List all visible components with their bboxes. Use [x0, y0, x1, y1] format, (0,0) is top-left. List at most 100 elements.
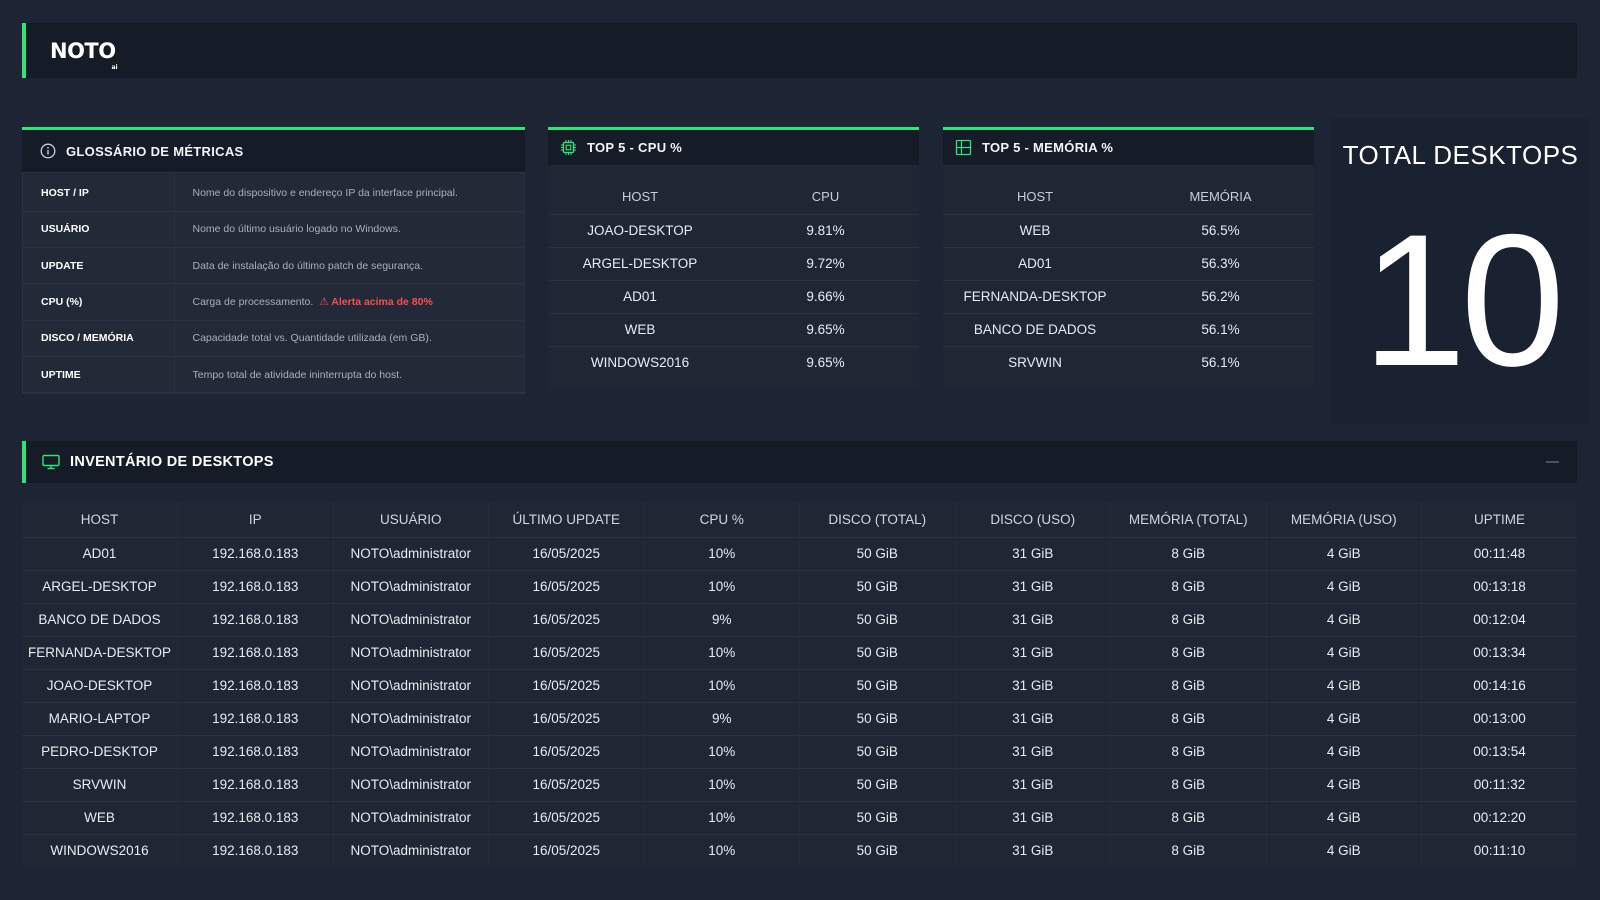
cpu-alert-text: ⚠ Alerta acima de 80%	[319, 296, 433, 309]
inventory-cell: 192.168.0.183	[177, 536, 334, 570]
value-cell: 56.2%	[1127, 279, 1314, 313]
table-row: JOAO-DESKTOP 192.168.0.183 NOTO\administra…	[22, 668, 1577, 702]
monitor-icon	[42, 454, 60, 470]
inventory-cell: NOTO\administrator	[333, 734, 489, 768]
inventory-cell: AD01	[22, 536, 178, 570]
host-cell: AD01	[548, 279, 732, 313]
table-row: FERNANDA-DESKTOP 56.2%	[943, 279, 1314, 313]
glossary-title: GLOSSÁRIO DE MÉTRICAS	[66, 143, 244, 159]
logo-text: NOTO	[50, 38, 116, 63]
inventory-title: INVENTÁRIO DE DESKTOPS	[70, 454, 274, 470]
inventory-cell: 50 GiB	[799, 668, 956, 702]
value-cell: 9.81%	[732, 213, 919, 247]
collapse-button[interactable]	[1546, 461, 1559, 463]
inventory-cell: 31 GiB	[955, 668, 1111, 702]
inventory-cell: 31 GiB	[955, 569, 1111, 603]
inventory-cell: 8 GiB	[1110, 668, 1267, 702]
glossary-description-text: Tempo total de atividade ininterrupta do…	[192, 368, 403, 381]
inventory-column-header: CPU %	[644, 502, 800, 537]
glossary-row: HOST / IP Nome do dispositivo e endereço …	[23, 175, 524, 212]
inventory-column-header: ÚLTIMO UPDATE	[488, 502, 645, 537]
inventory-cell: 8 GiB	[1110, 569, 1267, 603]
inventory-cell: 31 GiB	[955, 536, 1111, 570]
glossary-term: UPDATE	[23, 247, 175, 285]
inventory-cell: 50 GiB	[799, 800, 956, 834]
glossary-term: HOST / IP	[23, 175, 175, 212]
top-cpu-title: TOP 5 - CPU %	[587, 140, 683, 155]
inventory-cell: PEDRO-DESKTOP	[22, 734, 178, 768]
inventory-column-header: IP	[177, 502, 334, 537]
inventory-cell: 8 GiB	[1110, 833, 1267, 867]
table-row: WEB 192.168.0.183 NOTO\administrator 16/05/…	[22, 800, 1577, 834]
value-cell: 56.1%	[1127, 345, 1314, 379]
table-row: WEB 56.5%	[943, 213, 1314, 247]
inventory-cell: 50 GiB	[799, 536, 956, 570]
app-header: NOTO ai	[22, 23, 1577, 78]
inventory-cell: FERNANDA-DESKTOP	[22, 635, 178, 669]
top-memory-title: TOP 5 - MEMÓRIA %	[982, 140, 1114, 155]
inventory-cell: 00:13:34	[1421, 635, 1577, 669]
inventory-column-header: USUÁRIO	[333, 502, 489, 537]
inventory-cell: 8 GiB	[1110, 800, 1267, 834]
inventory-cell: 16/05/2025	[488, 734, 645, 768]
inventory-cell: 10%	[644, 800, 800, 834]
inventory-cell: 8 GiB	[1110, 734, 1267, 768]
inventory-cell: 4 GiB	[1266, 668, 1422, 702]
inventory-cell: 8 GiB	[1110, 635, 1267, 669]
inventory-column-header: DISCO (USO)	[955, 502, 1111, 537]
inventory-cell: NOTO\administrator	[333, 833, 489, 867]
inventory-cell: 31 GiB	[955, 767, 1111, 801]
inventory-cell: 50 GiB	[799, 734, 956, 768]
inventory-cell: 192.168.0.183	[177, 767, 334, 801]
inventory-cell: 00:12:04	[1421, 602, 1577, 636]
glossary-description-text: Data de instalação do último patch de se…	[192, 259, 424, 272]
host-cell: AD01	[943, 246, 1127, 280]
inventory-cell: 8 GiB	[1110, 701, 1267, 735]
noto-logo: NOTO ai	[50, 38, 118, 71]
inventory-cell: 00:11:10	[1421, 833, 1577, 867]
inventory-cell: 31 GiB	[955, 734, 1111, 768]
inventory-cell: SRVWIN	[22, 767, 178, 801]
inventory-cell: NOTO\administrator	[333, 635, 489, 669]
glossary-description: Data de instalação do último patch de se…	[174, 247, 524, 285]
inventory-cell: 16/05/2025	[488, 569, 645, 603]
top-memory-header: TOP 5 - MEMÓRIA %	[943, 127, 1314, 165]
glossary-row: UPDATE Data de instalação do último patch…	[23, 247, 524, 285]
host-cell: JOAO-DESKTOP	[548, 213, 732, 247]
inventory-cell: ARGEL-DESKTOP	[22, 569, 178, 603]
inventory-column-header: DISCO (TOTAL)	[799, 502, 956, 537]
inventory-cell: JOAO-DESKTOP	[22, 668, 178, 702]
inventory-cell: 50 GiB	[799, 569, 956, 603]
glossary-term: UPTIME	[23, 356, 175, 394]
top-cpu-panel: TOP 5 - CPU % HOST CPU JOAO-DESKTOP 9.81%…	[548, 127, 919, 389]
glossary-term: DISCO / MEMÓRIA	[23, 320, 175, 357]
inventory-cell: 31 GiB	[955, 800, 1111, 834]
inventory-cell: 00:13:54	[1421, 734, 1577, 768]
glossary-description: Nome do dispositivo e endereço IP da int…	[174, 175, 524, 212]
inventory-cell: NOTO\administrator	[333, 800, 489, 834]
inventory-panel: HOST IP USUÁRIO ÚLTIMO UPDATE CPU % DISCO (TO…	[22, 502, 1577, 867]
inventory-cell: 4 GiB	[1266, 635, 1422, 669]
inventory-cell: 50 GiB	[799, 701, 956, 735]
inventory-cell: 8 GiB	[1110, 767, 1267, 801]
inventory-cell: 16/05/2025	[488, 833, 645, 867]
inventory-cell: 4 GiB	[1266, 701, 1422, 735]
inventory-cell: 8 GiB	[1110, 602, 1267, 636]
inventory-cell: NOTO\administrator	[333, 536, 489, 570]
inventory-cell: 16/05/2025	[488, 800, 645, 834]
inventory-cell: 192.168.0.183	[177, 635, 334, 669]
value-cell: 9.65%	[732, 345, 919, 379]
inventory-cell: 4 GiB	[1266, 602, 1422, 636]
inventory-cell: 50 GiB	[799, 767, 956, 801]
inventory-cell: NOTO\administrator	[333, 569, 489, 603]
inventory-table: HOST IP USUÁRIO ÚLTIMO UPDATE CPU % DISCO (TO…	[22, 502, 1577, 867]
inventory-cell: 4 GiB	[1266, 734, 1422, 768]
glossary-description-text: Capacidade total vs. Quantidade utilizad…	[192, 332, 432, 345]
inventory-cell: 16/05/2025	[488, 701, 645, 735]
value-cell: 9.65%	[732, 312, 919, 346]
table-row: SRVWIN 192.168.0.183 NOTO\administrator 16/…	[22, 767, 1577, 801]
table-row: FERNANDA-DESKTOP 192.168.0.183 NOTO\admini…	[22, 635, 1577, 669]
inventory-cell: 16/05/2025	[488, 602, 645, 636]
total-desktops-card: TOTAL DESKTOPS 10	[1331, 118, 1590, 424]
glossary-description-text: Nome do último usuário logado no Windows…	[192, 223, 401, 236]
